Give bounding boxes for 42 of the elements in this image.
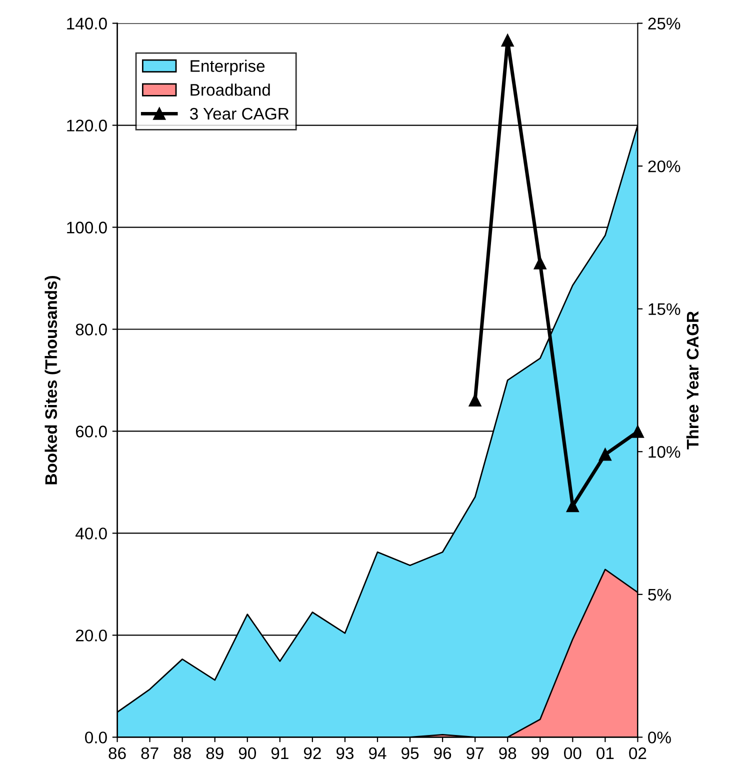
y-tick-label: 80.0 (76, 324, 107, 336)
x-tick-label: 87 (141, 747, 158, 760)
y-tick-label: 0.0 (85, 732, 107, 744)
x-tick-label: 90 (238, 747, 256, 760)
x-tick-label: 88 (174, 747, 191, 760)
x-tick-label: 95 (402, 747, 419, 760)
x-tick-label: 89 (206, 747, 224, 760)
legend-label: Enterprise (190, 60, 265, 76)
y2-tick-label: 20% (648, 160, 680, 172)
point (631, 425, 644, 438)
point (534, 256, 546, 270)
x-tick-label: 01 (596, 747, 614, 760)
y-tick-label: 60.0 (76, 426, 107, 438)
x-tick-label: 02 (629, 747, 646, 760)
legend-label: Broadband (190, 84, 270, 96)
point (598, 448, 612, 461)
x-tick-label: 98 (499, 747, 516, 760)
legend-label: 3 Year CAGR (190, 108, 289, 120)
y2-tick-label: 5% (648, 588, 671, 601)
y-tick-label: 40.0 (76, 528, 107, 540)
x-tick-label: 93 (336, 747, 354, 760)
y2-axis-title: Three Year CAGR (686, 311, 699, 450)
y-tick-label: 100.0 (67, 222, 107, 234)
x-tick-label: 97 (466, 747, 484, 760)
x-tick-label: 00 (564, 747, 582, 760)
y2-tick-label: 0% (648, 732, 671, 744)
y-tick-label: 140.0 (67, 18, 107, 30)
y-tick-label: 20.0 (76, 630, 107, 642)
x-tick-label: 96 (434, 747, 452, 760)
x-tick-label: 86 (108, 747, 126, 760)
y-axis-title: Booked Sites (Thousands) (44, 276, 60, 484)
x-tick-label: 94 (369, 747, 386, 760)
point (468, 394, 482, 406)
point (501, 34, 514, 47)
y2-tick-label: 10% (648, 446, 680, 458)
point (566, 500, 579, 512)
x-tick-label: 91 (271, 747, 288, 760)
y2-tick-label: 25% (648, 18, 680, 30)
y2-tick-label: 15% (648, 303, 680, 316)
x-tick-label: 99 (532, 747, 549, 760)
x-tick-label: 92 (304, 747, 321, 760)
y-tick-label: 120.0 (67, 120, 107, 132)
